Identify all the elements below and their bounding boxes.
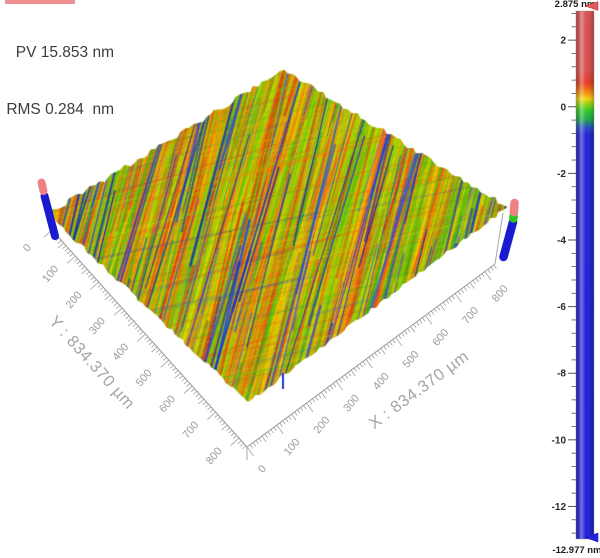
axis-tick-label: 0 (256, 463, 269, 475)
colorbar-cylinder-shading (575, 10, 595, 540)
colorbar: 2 0 -2 -4 -6 -8 -10 -12 2.875 nm -12.977 nm (552, 0, 600, 556)
colorbar-tick-label: -6 (557, 302, 566, 313)
axis-tick-label: 300 (341, 393, 362, 415)
axis-tick-label: 400 (371, 371, 392, 393)
colorbar-max-marker-icon[interactable] (584, 1, 599, 11)
colorbar-tick-label: 0 (560, 102, 566, 113)
colorbar-max-label: 2.875 nm (555, 0, 596, 10)
colorbar-tick-label: -10 (552, 435, 567, 446)
axis-tick-label: 100 (40, 263, 61, 285)
axis-tick-label: 200 (64, 289, 85, 311)
colorbar-tick-label: -8 (557, 369, 566, 380)
colorbar-min-marker-icon[interactable] (584, 532, 599, 543)
axis-tick-label: 200 (311, 414, 332, 436)
axis-tick-label: 700 (460, 305, 481, 327)
colorbar-tick-label: -12 (552, 502, 567, 513)
axis-tick-label: 600 (430, 327, 451, 349)
axis-tick-label: 0 (21, 242, 34, 254)
axis-tick-label: 500 (401, 349, 422, 371)
axes-3d-frame: 0100200300400500600700800010020030040050… (21, 212, 511, 475)
colorbar-ticks: 2 0 -2 -4 -6 -8 -10 -12 (552, 13, 576, 534)
colorbar-min-label: -12.977 nm (552, 545, 600, 556)
axis-tick-label: 500 (134, 367, 155, 389)
corner-posts (37, 178, 519, 262)
colorbar-tick-label: -2 (557, 169, 566, 180)
axis-tick-label: 800 (490, 283, 511, 305)
axis-tick-label: 100 (282, 436, 303, 458)
colorbar-tick-label: 2 (560, 36, 566, 47)
axis-tick-label: 700 (180, 419, 201, 441)
colorbar-tick-label: -4 (557, 235, 566, 246)
axis-tick-label: 400 (110, 341, 131, 363)
axis-tick-label: 800 (204, 445, 225, 467)
axis-tick-label: 600 (157, 393, 178, 415)
axis-tick-label: 300 (87, 315, 108, 337)
